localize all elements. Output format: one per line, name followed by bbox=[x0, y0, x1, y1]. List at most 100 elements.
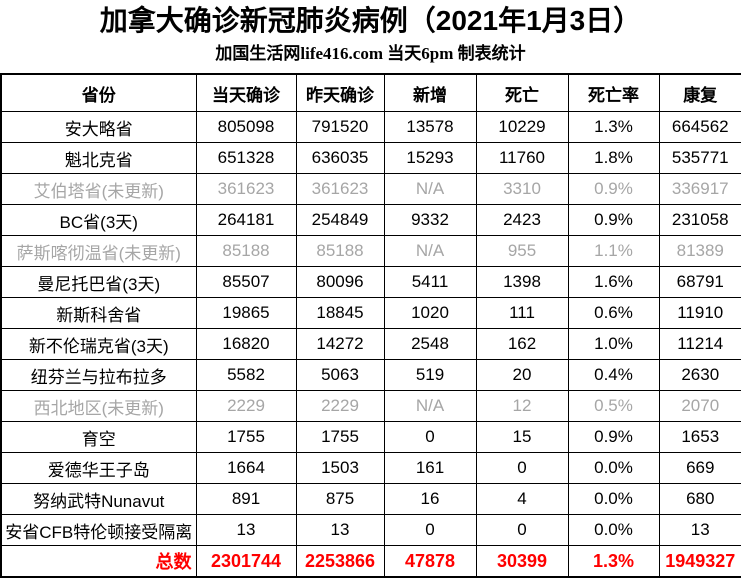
cell-deaths: 15 bbox=[475, 421, 569, 453]
cell-province: 艾伯塔省(未更新) bbox=[0, 173, 197, 205]
col-header-today: 当天确诊 bbox=[195, 73, 297, 112]
cell-new: N/A bbox=[383, 390, 477, 422]
total-cell-recovered: 1949327 bbox=[658, 545, 741, 578]
cell-yesterday: 5063 bbox=[295, 359, 385, 391]
cell-death-rate: 1.8% bbox=[567, 142, 660, 174]
cell-death-rate: 1.0% bbox=[567, 328, 660, 360]
cell-province: 曼尼托巴省(3天) bbox=[0, 266, 197, 298]
table-row: 西北地区(未更新) 2229 2229 N/A 12 0.5% 2070 bbox=[0, 390, 741, 422]
cell-recovered: 680 bbox=[658, 483, 741, 515]
cell-new: 161 bbox=[383, 452, 477, 484]
total-cell-new: 47878 bbox=[383, 545, 477, 578]
col-header-death-rate: 死亡率 bbox=[567, 73, 660, 112]
table-row: 新不伦瑞克省(3天) 16820 14272 2548 162 1.0% 11214 bbox=[0, 328, 741, 360]
cell-new: 16 bbox=[383, 483, 477, 515]
cell-today: 19865 bbox=[195, 297, 297, 329]
cell-yesterday: 13 bbox=[295, 514, 385, 546]
table-row: 曼尼托巴省(3天) 85507 80096 5411 1398 1.6% 68791 bbox=[0, 266, 741, 298]
table-row: 新斯科舍省 19865 18845 1020 111 0.6% 11910 bbox=[0, 297, 741, 329]
cell-deaths: 955 bbox=[475, 235, 569, 267]
cell-yesterday: 1755 bbox=[295, 421, 385, 453]
cell-new: 1020 bbox=[383, 297, 477, 329]
cell-province: 爱德华王子岛 bbox=[0, 452, 197, 484]
page-title: 加拿大确诊新冠肺炎病例（2021年1月3日） bbox=[99, 5, 642, 36]
cell-new: N/A bbox=[383, 235, 477, 267]
covid-cases-table: 省份 当天确诊 昨天确诊 新增 死亡 死亡率 康复 安大略省 805098 7915… bbox=[0, 73, 741, 578]
cell-deaths: 3310 bbox=[475, 173, 569, 205]
cell-new: N/A bbox=[383, 173, 477, 205]
cell-recovered: 664562 bbox=[658, 111, 741, 143]
cell-deaths: 10229 bbox=[475, 111, 569, 143]
table-row: 艾伯塔省(未更新) 361623 361623 N/A 3310 0.9% 336917 bbox=[0, 173, 741, 205]
cell-today: 13 bbox=[195, 514, 297, 546]
cell-yesterday: 14272 bbox=[295, 328, 385, 360]
cell-recovered: 11214 bbox=[658, 328, 741, 360]
cell-deaths: 111 bbox=[475, 297, 569, 329]
cell-recovered: 68791 bbox=[658, 266, 741, 298]
cell-deaths: 0 bbox=[475, 452, 569, 484]
cell-death-rate: 0.9% bbox=[567, 421, 660, 453]
cell-today: 891 bbox=[195, 483, 297, 515]
cell-province: 安大略省 bbox=[0, 111, 197, 143]
cell-death-rate: 0.0% bbox=[567, 483, 660, 515]
cell-deaths: 20 bbox=[475, 359, 569, 391]
cell-today: 651328 bbox=[195, 142, 297, 174]
table-row: 安省CFB特伦顿接受隔离 13 13 0 0 0.0% 13 bbox=[0, 514, 741, 546]
cell-new: 0 bbox=[383, 421, 477, 453]
subtitle-source-note: 加国生活网life416.com 当天6pm 制表统计 bbox=[215, 44, 526, 63]
cell-recovered: 535771 bbox=[658, 142, 741, 174]
cell-yesterday: 1503 bbox=[295, 452, 385, 484]
cell-yesterday: 2229 bbox=[295, 390, 385, 422]
cell-today: 1664 bbox=[195, 452, 297, 484]
cell-death-rate: 1.6% bbox=[567, 266, 660, 298]
cell-yesterday: 85188 bbox=[295, 235, 385, 267]
cell-new: 13578 bbox=[383, 111, 477, 143]
col-header-province: 省份 bbox=[0, 73, 197, 112]
total-cell-death-rate: 1.3% bbox=[567, 545, 660, 578]
cell-recovered: 81389 bbox=[658, 235, 741, 267]
cell-deaths: 4 bbox=[475, 483, 569, 515]
cell-today: 264181 bbox=[195, 204, 297, 236]
cell-death-rate: 0.9% bbox=[567, 204, 660, 236]
table-row: 魁北克省 651328 636035 15293 11760 1.8% 535771 bbox=[0, 142, 741, 174]
cell-recovered: 13 bbox=[658, 514, 741, 546]
cell-yesterday: 791520 bbox=[295, 111, 385, 143]
cell-province: BC省(3天) bbox=[0, 204, 197, 236]
cell-province: 魁北克省 bbox=[0, 142, 197, 174]
cell-province: 安省CFB特伦顿接受隔离 bbox=[0, 514, 197, 546]
cell-province: 努纳武特Nunavut bbox=[0, 483, 197, 515]
cell-deaths: 1398 bbox=[475, 266, 569, 298]
table-row: 努纳武特Nunavut 891 875 16 4 0.0% 680 bbox=[0, 483, 741, 515]
col-header-yesterday: 昨天确诊 bbox=[295, 73, 385, 112]
col-header-new: 新增 bbox=[383, 73, 477, 112]
cell-death-rate: 1.3% bbox=[567, 111, 660, 143]
col-header-deaths: 死亡 bbox=[475, 73, 569, 112]
table-row: 安大略省 805098 791520 13578 10229 1.3% 664562 bbox=[0, 111, 741, 143]
cell-yesterday: 361623 bbox=[295, 173, 385, 205]
total-cell-deaths: 30399 bbox=[475, 545, 569, 578]
col-header-recovered: 康复 bbox=[658, 73, 741, 112]
cell-province: 萨斯喀彻温省(未更新) bbox=[0, 235, 197, 267]
cell-new: 9332 bbox=[383, 204, 477, 236]
cell-recovered: 2630 bbox=[658, 359, 741, 391]
total-cell-today: 2301744 bbox=[195, 545, 297, 578]
cell-death-rate: 0.6% bbox=[567, 297, 660, 329]
total-row: 总数 2301744 2253866 47878 30399 1.3% 1949327 bbox=[0, 545, 741, 578]
cell-death-rate: 0.4% bbox=[567, 359, 660, 391]
cell-yesterday: 875 bbox=[295, 483, 385, 515]
cell-new: 15293 bbox=[383, 142, 477, 174]
table-row: 纽芬兰与拉布拉多 5582 5063 519 20 0.4% 2630 bbox=[0, 359, 741, 391]
cell-deaths: 162 bbox=[475, 328, 569, 360]
cell-province: 新斯科舍省 bbox=[0, 297, 197, 329]
cell-today: 805098 bbox=[195, 111, 297, 143]
cell-death-rate: 0.9% bbox=[567, 173, 660, 205]
cell-deaths: 11760 bbox=[475, 142, 569, 174]
cell-recovered: 669 bbox=[658, 452, 741, 484]
cell-province: 育空 bbox=[0, 421, 197, 453]
total-cell-yesterday: 2253866 bbox=[295, 545, 385, 578]
cell-new: 0 bbox=[383, 514, 477, 546]
cell-death-rate: 0.0% bbox=[567, 514, 660, 546]
cell-recovered: 11910 bbox=[658, 297, 741, 329]
cell-today: 361623 bbox=[195, 173, 297, 205]
